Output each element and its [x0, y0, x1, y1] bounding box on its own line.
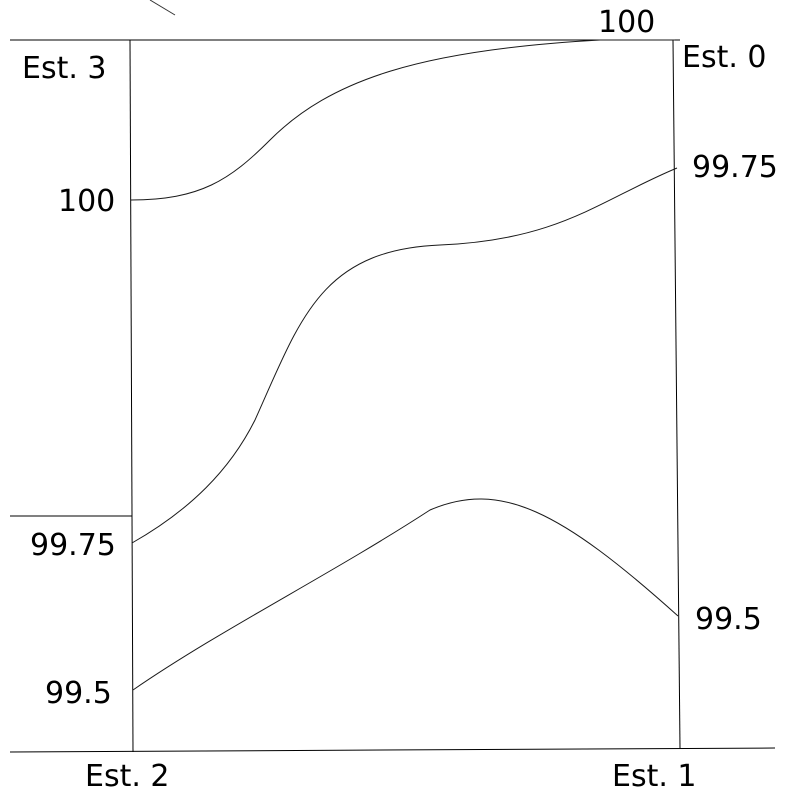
tick-label-top-100: 100: [598, 5, 655, 40]
tick-label-left-100: 100: [58, 184, 115, 219]
curve-middle: [131, 167, 678, 544]
tick-label-left-99-75: 99.75: [30, 528, 116, 563]
tick-label-right-99-5: 99.5: [695, 602, 762, 637]
left-axis-line: [129, 39, 134, 753]
corner-label-bottom-right: Est. 1: [612, 759, 697, 793]
tick-label-left-99-5: 99.5: [45, 676, 112, 711]
corner-label-top-left: Est. 3: [22, 51, 107, 86]
corner-label-top-right: Est. 0: [682, 40, 767, 75]
stray-diagonal-line: [149, 0, 176, 16]
tick-label-right-99-75: 99.75: [692, 150, 778, 185]
curve-lower: [132, 498, 679, 691]
bottom-edge-line: [9, 747, 776, 753]
corner-label-bottom-left: Est. 2: [85, 759, 170, 793]
right-axis-line: [672, 39, 681, 749]
curve-upper: [130, 39, 675, 201]
